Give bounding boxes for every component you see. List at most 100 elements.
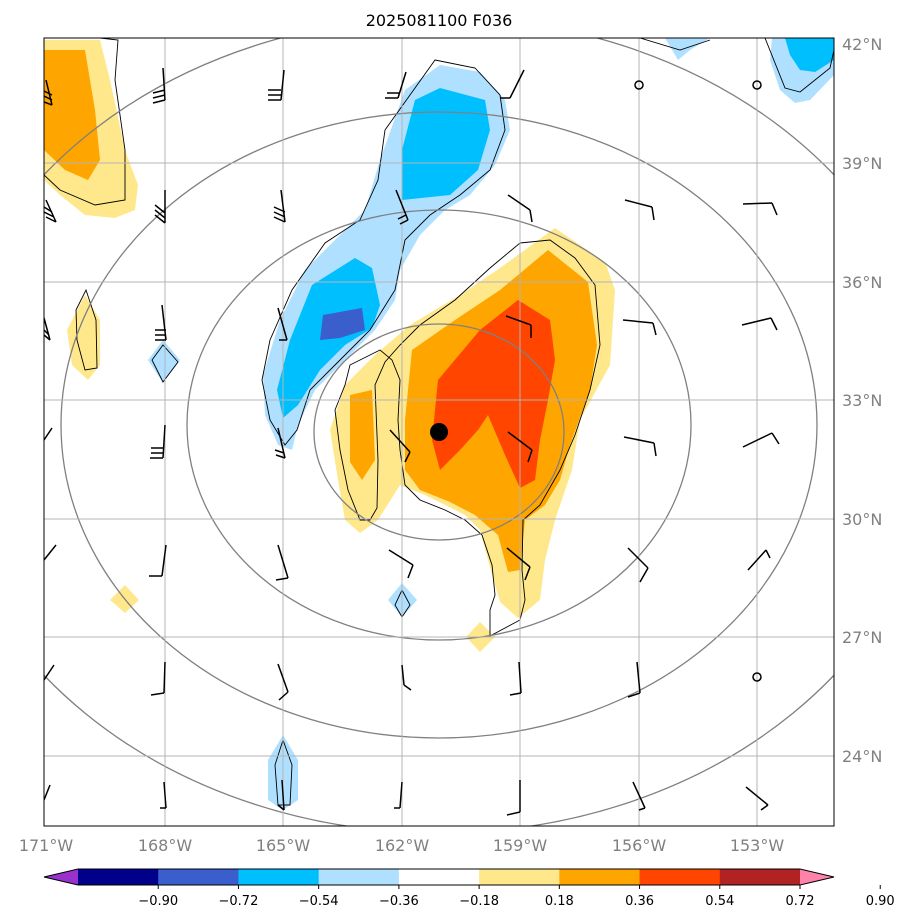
wind-barb bbox=[745, 786, 769, 811]
colorbar-tick-label: 0.72 bbox=[786, 894, 815, 909]
wind-barb bbox=[741, 317, 778, 331]
calm-wind-markers bbox=[634, 80, 762, 682]
lon-label-153w: 153°W bbox=[730, 836, 785, 855]
wind-barb bbox=[388, 549, 414, 579]
positive-shade-7 bbox=[67, 295, 100, 380]
contour-line bbox=[334, 239, 601, 637]
wind-barb bbox=[277, 779, 285, 811]
negative-shade-8 bbox=[148, 340, 180, 383]
wind-barb bbox=[389, 429, 411, 463]
colorbar-segment bbox=[318, 869, 400, 885]
colorbar-extend-high bbox=[800, 869, 834, 885]
lat-label-36n: 36°N bbox=[842, 273, 882, 292]
wind-barb bbox=[155, 304, 167, 341]
wind-barb bbox=[44, 664, 55, 681]
colorbar-tick-label: −0.36 bbox=[379, 894, 419, 909]
negative-anomaly-fields bbox=[148, 38, 834, 810]
wind-barb bbox=[627, 661, 641, 698]
negative-shade-4 bbox=[320, 308, 365, 340]
wind-barb bbox=[274, 427, 286, 459]
wind-barb bbox=[150, 661, 166, 696]
wind-barb bbox=[277, 663, 289, 701]
colorbar-tick-label: 0.18 bbox=[545, 894, 574, 909]
latitude-labels: 42°N 39°N 36°N 33°N 30°N 27°N 24°N bbox=[842, 35, 882, 766]
wind-barb bbox=[44, 199, 57, 223]
wind-barb bbox=[742, 432, 780, 448]
lon-label-165w: 165°W bbox=[256, 836, 311, 855]
colorbar-segment bbox=[238, 869, 320, 885]
storm-center-marker bbox=[430, 423, 448, 441]
contour-line bbox=[75, 288, 98, 371]
wind-barb bbox=[394, 781, 403, 809]
colorbar-segment bbox=[559, 869, 641, 885]
lon-label-159w: 159°W bbox=[493, 836, 548, 855]
contour-line bbox=[639, 38, 711, 51]
lat-label-30n: 30°N bbox=[842, 510, 882, 529]
colorbar-segment bbox=[158, 869, 239, 885]
plot-area bbox=[44, 38, 834, 826]
negative-shade-7 bbox=[785, 38, 834, 72]
lon-label-171w: 171°W bbox=[19, 836, 74, 855]
colorbar-tick-label: −0.72 bbox=[219, 894, 259, 909]
plot-frame bbox=[43, 37, 835, 827]
colorbar-tick-label: −0.90 bbox=[138, 894, 178, 909]
wind-barb bbox=[149, 544, 167, 577]
negative-shade-2 bbox=[402, 88, 490, 200]
colorbar: −0.90 −0.72 −0.54 −0.36 −0.18 0.18 0.36 0.54 0.7… bbox=[43, 868, 895, 909]
wind-barb bbox=[505, 315, 532, 338]
wind-barb bbox=[623, 436, 657, 457]
wind-barb bbox=[275, 544, 289, 581]
lon-label-162w: 162°W bbox=[375, 836, 430, 855]
longitude-labels: 171°W 168°W 165°W 162°W 159°W 156°W 153°… bbox=[19, 836, 785, 855]
positive-anomaly-fields bbox=[44, 40, 615, 652]
wind-barb bbox=[44, 544, 57, 561]
wind-barb bbox=[44, 784, 51, 801]
wind-barb bbox=[277, 307, 288, 341]
range-rings bbox=[44, 38, 834, 826]
contour-line bbox=[764, 38, 834, 93]
calm-wind-circle bbox=[752, 80, 762, 90]
wind-barb bbox=[150, 424, 166, 459]
contour-line bbox=[151, 344, 179, 383]
lat-label-24n: 24°N bbox=[842, 747, 882, 766]
colorbar-segment bbox=[398, 869, 480, 885]
contour-line bbox=[44, 38, 126, 206]
colorbar-segment bbox=[479, 869, 560, 885]
positive-shade-2 bbox=[44, 50, 100, 180]
wind-barb bbox=[273, 189, 286, 223]
range-ring-3 bbox=[60, 111, 818, 739]
wind-barb bbox=[401, 664, 412, 691]
wind-barb bbox=[624, 199, 655, 221]
gridlines bbox=[44, 38, 834, 826]
range-ring-2 bbox=[186, 209, 692, 641]
wind-barb bbox=[44, 427, 53, 441]
colorbar-tick-label: −0.54 bbox=[299, 894, 339, 909]
wind-barbs bbox=[44, 67, 780, 816]
wind-barb bbox=[632, 781, 646, 811]
wind-barb bbox=[622, 319, 657, 336]
calm-wind-circle bbox=[752, 672, 762, 682]
wind-barb bbox=[500, 69, 525, 99]
wind-barb bbox=[627, 547, 649, 583]
wind-barb bbox=[160, 781, 167, 809]
positive-shade-6 bbox=[432, 300, 555, 488]
colorbar-segment bbox=[719, 869, 801, 885]
wind-barb bbox=[507, 431, 533, 463]
lon-label-156w: 156°W bbox=[612, 836, 667, 855]
wind-barb bbox=[506, 780, 521, 816]
wind-barb bbox=[44, 317, 51, 341]
lat-label-33n: 33°N bbox=[842, 391, 882, 410]
wind-barb bbox=[44, 79, 53, 106]
wind-barb bbox=[507, 194, 533, 223]
wind-barb bbox=[152, 67, 166, 104]
colorbar-tick-label: −0.18 bbox=[459, 894, 499, 909]
colorbar-tick-label: 0.36 bbox=[625, 894, 654, 909]
wind-barb bbox=[395, 189, 409, 225]
map-title: 2025081100 F036 bbox=[366, 11, 513, 30]
wind-barb bbox=[747, 549, 771, 571]
wind-barb bbox=[506, 547, 531, 581]
calm-wind-circle bbox=[634, 80, 644, 90]
colorbar-tick-label: 0.90 bbox=[866, 894, 895, 909]
lat-label-27n: 27°N bbox=[842, 628, 882, 647]
wind-barb bbox=[268, 69, 285, 101]
